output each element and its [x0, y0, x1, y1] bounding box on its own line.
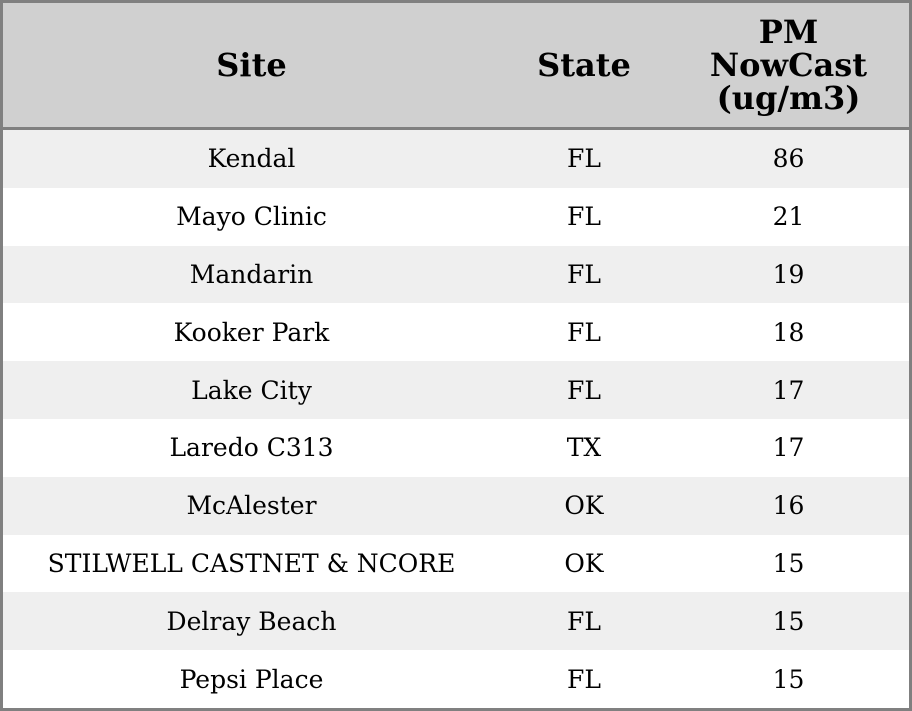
header-cell: State	[500, 3, 668, 130]
table-cell: 17	[668, 361, 909, 419]
table-cell: FL	[500, 303, 668, 362]
table-cell: FL	[500, 128, 668, 188]
table-cell: 21	[668, 187, 909, 246]
table-cell: 15	[668, 592, 909, 651]
table-cell: Pepsi Place	[3, 650, 500, 708]
table-cell: OK	[500, 476, 668, 535]
table-cell: 18	[668, 303, 909, 362]
table-cell: 19	[668, 245, 909, 304]
table-cell: STILWELL CASTNET & NCORE	[3, 534, 500, 593]
table-cell: 15	[668, 650, 909, 708]
table-row: McAlester OK 16	[3, 476, 909, 535]
table-row: Pepsi Place FL 15	[3, 650, 909, 708]
table-cell: 17	[668, 418, 909, 477]
table-row: Kendal FL 86	[3, 128, 909, 188]
table-cell: Lake City	[3, 361, 500, 419]
header-cell: PM NowCast (ug/m3)	[668, 3, 909, 130]
table-cell: 86	[668, 128, 909, 188]
table-cell: FL	[500, 245, 668, 304]
table-cell: OK	[500, 534, 668, 593]
table-row: STILWELL CASTNET & NCORE OK 15	[3, 534, 909, 593]
table-cell: Kendal	[3, 128, 500, 188]
table-row: Lake City FL 17	[3, 361, 909, 419]
header-cell: Site	[3, 3, 500, 130]
table-cell: Delray Beach	[3, 592, 500, 651]
header-row: Site State PM NowCast (ug/m3)	[3, 3, 909, 130]
header-text: PM NowCast (ug/m3)	[709, 12, 868, 117]
table-row: Laredo C313 TX 17	[3, 418, 909, 477]
table-cell: Kooker Park	[3, 303, 500, 362]
table-cell: FL	[500, 650, 668, 708]
table-cell: Mayo Clinic	[3, 187, 500, 246]
table-row: Mayo Clinic FL 21	[3, 187, 909, 246]
table-cell: TX	[500, 418, 668, 477]
table-cell: Laredo C313	[3, 418, 500, 477]
table-cell: Mandarin	[3, 245, 500, 304]
table-row: Delray Beach FL 15	[3, 592, 909, 651]
table-row: Mandarin FL 19	[3, 245, 909, 304]
table-cell: 15	[668, 534, 909, 593]
table-cell: 16	[668, 476, 909, 535]
table: Site State PM NowCast (ug/m3) Kendal FL 86…	[3, 3, 909, 708]
table-body: Kendal FL 86 Mayo Clinic FL 21 Mandarin FL 19 Koo…	[3, 128, 909, 708]
table-row: Kooker Park FL 18	[3, 303, 909, 362]
table-cell: FL	[500, 187, 668, 246]
table-cell: FL	[500, 592, 668, 651]
table-cell: McAlester	[3, 476, 500, 535]
table-cell: FL	[500, 361, 668, 419]
